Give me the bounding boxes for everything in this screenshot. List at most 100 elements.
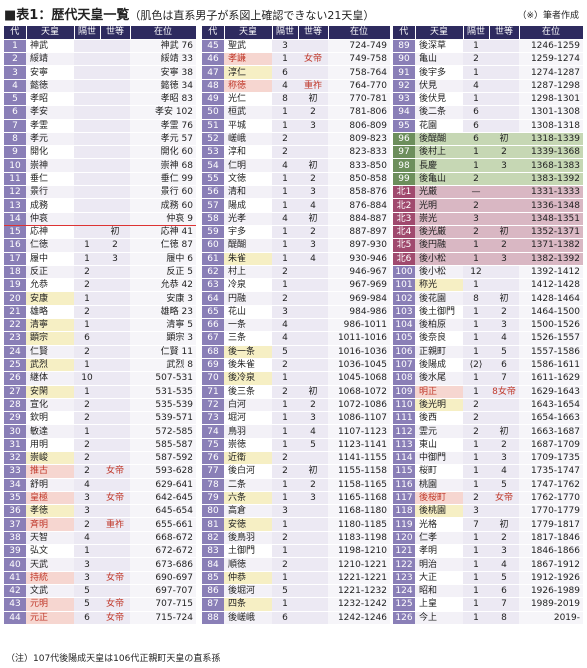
cell-gen	[74, 172, 100, 187]
cell-name: 後冷泉	[224, 371, 272, 386]
emperor-table: 代天皇 隔世 世等 在位 1 神武 神武 76 2 綏靖 綏靖 33 3 安寧 安寧 38 4 懿徳 懿徳 3…	[4, 26, 197, 625]
cell-reign: 1762-1770	[519, 491, 583, 506]
cell-no: 65	[202, 305, 224, 320]
emperor-table: 代天皇 隔世 世等 在位 89 後深草 1 1246-1259 90 亀山 2 1259-1274 91…	[393, 26, 584, 625]
cell-gen: 10	[74, 371, 100, 386]
cell-reign: 758-764	[328, 65, 390, 80]
cell-gen: 1	[272, 517, 298, 532]
cell-name: 安閑	[26, 385, 74, 399]
cell-name: 文武	[26, 584, 74, 599]
cell-no: 15	[4, 225, 26, 240]
cell-gen: 1	[272, 597, 298, 612]
cell-name: 朱雀	[224, 252, 272, 266]
table-row: 66 一条 4 986-1011	[202, 318, 390, 333]
cell-seq	[298, 611, 328, 625]
cell-no: 42	[4, 584, 26, 599]
cell-gen: 6	[463, 119, 489, 133]
cell-gen: 1	[463, 92, 489, 107]
cell-no: 126	[393, 611, 415, 625]
table-row: 13 成務 成務 60	[4, 198, 196, 213]
table-row: 3 安寧 安寧 38	[4, 65, 196, 80]
cell-name: 弘文	[26, 544, 74, 559]
cell-name: 花山	[224, 305, 272, 320]
cell-reign: 887-897	[328, 225, 390, 240]
table-row: 113 東山 1 2 1687-1709	[393, 438, 583, 453]
cell-seq	[298, 39, 328, 54]
cell-seq: 7	[489, 371, 519, 386]
cell-seq: 2	[489, 305, 519, 320]
cell-reign: 655-661	[130, 517, 196, 532]
cell-name: 光明	[415, 198, 463, 213]
cell-no: 21	[4, 305, 26, 320]
table-row: 89 後深草 1 1246-1259	[393, 39, 583, 54]
cell-gen: 2	[74, 278, 100, 293]
cell-no: 100	[393, 265, 415, 280]
cell-gen: 1	[272, 371, 298, 386]
cell-reign: 781-806	[328, 105, 390, 120]
cell-gen: 2	[74, 451, 100, 466]
table-row: 18 反正 2 反正 5	[4, 265, 196, 280]
cell-seq: 8女帝	[489, 385, 519, 399]
header-gen: 隔世	[272, 26, 299, 40]
cell-seq: 初	[298, 158, 328, 173]
cell-seq: 初	[298, 92, 328, 107]
cell-no: 112	[393, 424, 415, 439]
cell-no: 23	[4, 331, 26, 346]
cell-name: 欽明	[26, 411, 74, 426]
header-reign: 在位	[519, 26, 584, 40]
cell-name: 後光明	[415, 398, 463, 413]
cell-name: 孝謙	[224, 52, 272, 67]
cell-reign: 顕宗 3	[130, 331, 196, 346]
cell-name: 後二条	[415, 105, 463, 120]
cell-seq	[100, 212, 130, 226]
table-row: 106 正親町 1 5 1557-1586	[393, 345, 583, 359]
cell-reign: 開化 60	[130, 145, 196, 160]
table-row: 69 後朱雀 2 1036-1045	[202, 358, 390, 373]
cell-seq: 3	[298, 491, 328, 506]
cell-gen: 1	[272, 105, 298, 120]
cell-seq	[489, 278, 519, 293]
table-row: 98 長慶 1 3 1368-1383	[393, 158, 583, 173]
cell-no: 82	[202, 531, 224, 546]
table-row: 42 文武 5 697-707	[4, 584, 196, 599]
cell-no: 20	[4, 291, 26, 306]
cell-seq	[100, 158, 130, 173]
cell-seq	[100, 172, 130, 187]
cell-no: 14	[4, 212, 26, 226]
cell-no: 12	[4, 185, 26, 200]
cell-seq: 4	[489, 557, 519, 572]
cell-reign: 724-749	[328, 39, 390, 54]
cell-reign: 642-645	[130, 491, 196, 506]
cell-reign: 1629-1643	[519, 385, 583, 399]
cell-name: 後深草	[415, 39, 463, 54]
cell-no: 24	[4, 345, 26, 359]
table-row: 115 桜町 1 4 1735-1747	[393, 464, 583, 479]
table-row: 99 後亀山 2 1383-1392	[393, 172, 583, 187]
header-seq: 世等	[100, 26, 131, 40]
table-header-row: 代天皇 隔世 世等 在位	[202, 26, 391, 40]
table-row: 102 後花園 8 初 1428-1464	[393, 291, 583, 306]
cell-no: 8	[4, 132, 26, 147]
table-row: 20 安康 1 安康 3	[4, 291, 196, 306]
cell-gen: 1	[272, 491, 298, 506]
cell-gen: 1	[74, 385, 100, 399]
table-row: 101 称光 1 1412-1428	[393, 278, 583, 293]
cell-seq	[298, 65, 328, 80]
cell-reign: 1274-1287	[519, 65, 583, 80]
cell-gen: 2	[74, 411, 100, 426]
cell-gen: 2	[74, 305, 100, 320]
cell-name: 淳仁	[224, 65, 272, 80]
table-row: 34 舒明 4 629-641	[4, 478, 196, 492]
table-row: 111 後西 2 1654-1663	[393, 411, 583, 426]
cell-reign: 1611-1629	[519, 371, 583, 386]
cell-reign: 1318-1339	[519, 132, 583, 147]
cell-gen: 2	[272, 385, 298, 399]
cell-gen: 3	[463, 504, 489, 519]
cell-no: 108	[393, 371, 415, 386]
cell-no: 63	[202, 278, 224, 293]
cell-name: 崇神	[26, 158, 74, 173]
cell-no: 34	[4, 478, 26, 492]
cell-name: 土御門	[224, 544, 272, 559]
cell-reign: 969-984	[328, 291, 390, 306]
cell-seq	[100, 411, 130, 426]
